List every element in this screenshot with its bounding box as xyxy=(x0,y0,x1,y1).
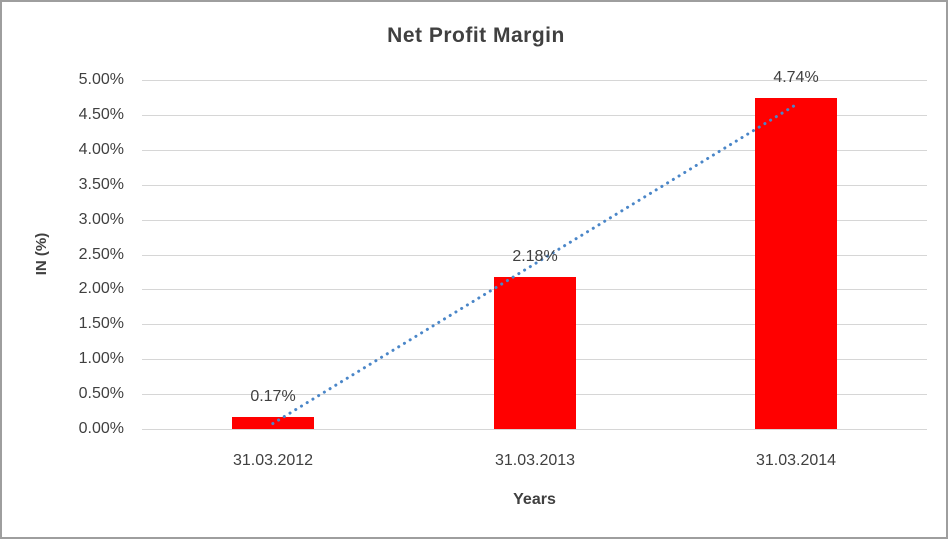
bar-31.03.2013 xyxy=(494,277,576,429)
y-axis-tick-label: 0.50% xyxy=(78,385,124,402)
y-axis-tick-label: 3.00% xyxy=(78,211,124,228)
bar-data-label: 2.18% xyxy=(512,248,558,265)
gridline xyxy=(142,429,927,430)
y-axis-tick-label: 1.00% xyxy=(78,350,124,367)
y-axis-tick-label: 2.50% xyxy=(78,246,124,263)
y-axis-tick-label: 2.00% xyxy=(78,280,124,297)
y-axis-tick-label: 4.00% xyxy=(78,141,124,158)
x-axis-title: Years xyxy=(513,491,556,508)
x-axis-tick-label: 31.03.2013 xyxy=(494,452,576,469)
y-axis-tick-label: 0.00% xyxy=(78,420,124,437)
bar-data-label: 0.17% xyxy=(250,388,296,405)
y-axis-tick-label: 4.50% xyxy=(78,106,124,123)
bar-31.03.2012 xyxy=(232,417,314,429)
chart-title: Net Profit Margin xyxy=(387,24,565,47)
y-axis-tick-label: 5.00% xyxy=(78,71,124,88)
x-axis-tick-label: 31.03.2012 xyxy=(232,452,314,469)
x-axis-tick-label: 31.03.2014 xyxy=(755,452,837,469)
y-axis-tick-label: 3.50% xyxy=(78,176,124,193)
gridline xyxy=(142,80,927,81)
bar-31.03.2014 xyxy=(755,98,837,429)
bar-data-label: 4.74% xyxy=(773,69,819,86)
y-axis-tick-label: 1.50% xyxy=(78,315,124,332)
